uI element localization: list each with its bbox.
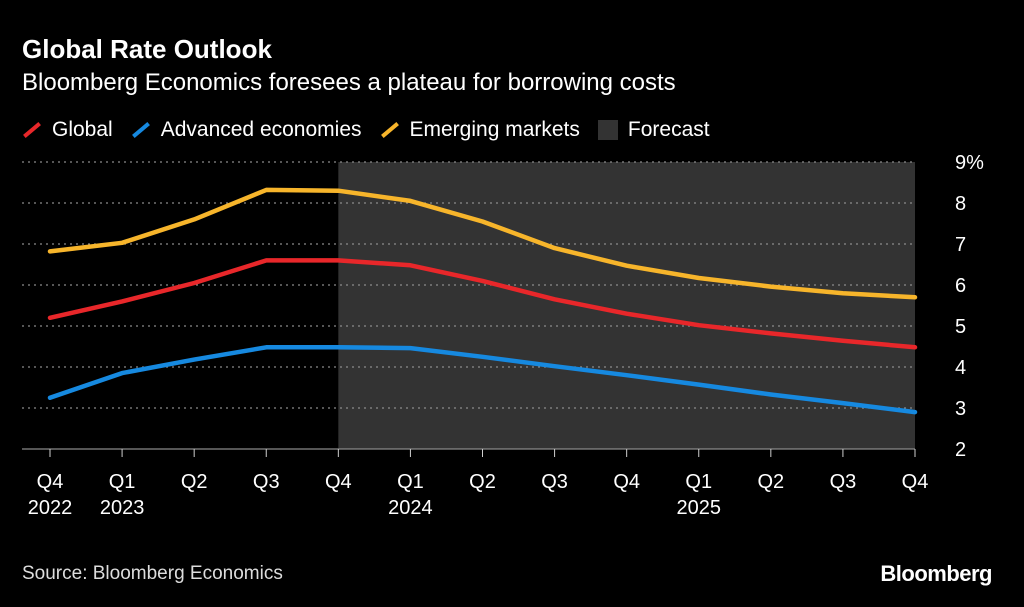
series-line-emerging-markets xyxy=(47,187,918,300)
x-tick-label: Q3 xyxy=(830,471,857,493)
x-tick-label: Q1 xyxy=(685,471,712,493)
legend-label-forecast: Forecast xyxy=(627,118,710,141)
x-tick-label: Q2 xyxy=(469,471,496,493)
legend-item-global: Global xyxy=(22,118,113,142)
x-tick-label: Q3 xyxy=(541,471,568,493)
legend-swatch-forecast xyxy=(597,120,618,140)
x-tick-year-label: 2023 xyxy=(100,497,145,519)
x-tick-label: Q1 xyxy=(109,471,136,493)
series-line-global xyxy=(47,258,918,350)
bloomberg-logo: Bloomberg xyxy=(880,561,992,586)
x-tick-label: Q4 xyxy=(613,471,640,493)
legend-label-advanced: Advanced economies xyxy=(160,118,362,141)
y-tick-label: 5 xyxy=(955,316,966,338)
y-tick-label: 4 xyxy=(955,357,966,379)
legend-item-emerging: Emerging markets xyxy=(380,118,580,142)
y-tick-label: 2 xyxy=(955,439,966,461)
legend-item-forecast: Forecast xyxy=(597,118,710,142)
x-tick-label: Q1 xyxy=(397,471,424,493)
x-tick-label: Q4 xyxy=(902,471,929,493)
y-tick-label: 8 xyxy=(955,193,966,215)
x-tick-year-label: 2025 xyxy=(677,497,722,519)
chart-title: Global Rate Outlook xyxy=(22,34,272,64)
x-tick-year-label: 2022 xyxy=(28,497,73,519)
series-line-advanced-economies xyxy=(47,345,918,415)
x-tick-label: Q4 xyxy=(325,471,352,493)
x-tick-year-label: 2024 xyxy=(388,497,433,519)
y-tick-label: 6 xyxy=(955,275,966,297)
y-tick-label: 7 xyxy=(955,234,966,256)
y-tick-label: 3 xyxy=(955,398,966,420)
chart-subtitle: Bloomberg Economics foresees a plateau f… xyxy=(22,69,676,96)
source-note: Source: Bloomberg Economics xyxy=(22,563,283,584)
x-tick-label: Q3 xyxy=(253,471,280,493)
legend-label-global: Global xyxy=(52,118,113,141)
legend-label-emerging: Emerging markets xyxy=(409,118,580,141)
x-tick-label: Q2 xyxy=(757,471,784,493)
legend: Global Advanced economies Emerging marke… xyxy=(22,118,728,142)
legend-item-advanced: Advanced economies xyxy=(131,118,362,142)
x-tick-label: Q4 xyxy=(37,471,64,493)
x-tick-label: Q2 xyxy=(181,471,208,493)
y-tick-label: 9% xyxy=(955,152,984,174)
